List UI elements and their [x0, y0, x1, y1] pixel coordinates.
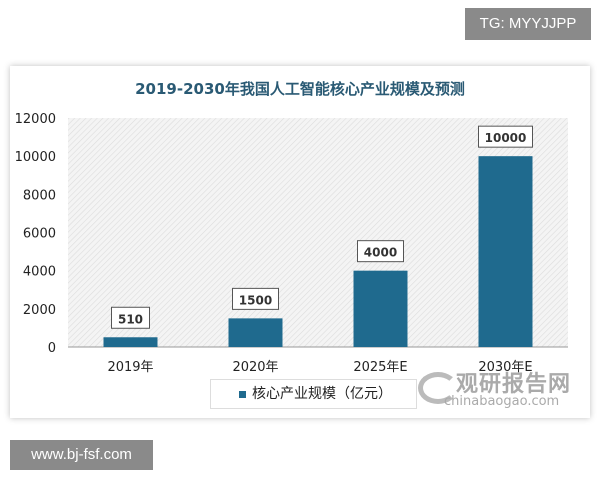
y-tick-label: 8000: [23, 188, 56, 203]
y-tick-label: 10000: [15, 150, 56, 165]
y-tick-label: 12000: [15, 112, 56, 127]
data-label-box: [357, 240, 404, 263]
data-label-box: [232, 287, 279, 310]
watermark-logo-icon: [418, 372, 458, 404]
bar: [478, 156, 533, 347]
data-label-box: [478, 125, 533, 148]
x-tick-label: 2020年: [232, 360, 278, 375]
x-tick-label: 2030年E: [478, 360, 532, 375]
y-tick-label: 2000: [23, 303, 56, 318]
legend-label: 核心产业规模（亿元）: [252, 386, 392, 402]
chart-title: 2019-2030年我国人工智能核心产业规模及预测: [135, 80, 465, 98]
watermark: 观研报告网 chinabaogao.com: [418, 366, 578, 410]
site-overlay: www.bj-fsf.com: [10, 440, 153, 470]
legend: 核心产业规模（亿元）: [210, 379, 417, 409]
data-label: 4000: [364, 246, 397, 260]
y-tick-label: 6000: [23, 227, 56, 242]
tg-overlay: TG: MYYJJPP: [465, 8, 591, 40]
data-label-box: [111, 306, 150, 329]
x-tick-label: 2019年: [107, 360, 153, 375]
watermark-en: chinabaogao.com: [444, 394, 560, 409]
data-label: 1500: [239, 293, 272, 307]
data-label: 510: [118, 312, 143, 326]
legend-swatch: [239, 391, 246, 398]
y-tick-label: 0: [48, 341, 56, 356]
watermark-cn: 观研报告网: [456, 372, 572, 397]
data-label: 10000: [485, 131, 527, 145]
bar: [228, 318, 283, 347]
y-tick-label: 4000: [23, 265, 56, 280]
bar: [353, 270, 408, 347]
x-tick-label: 2025年E: [353, 360, 407, 375]
bar: [103, 337, 158, 347]
